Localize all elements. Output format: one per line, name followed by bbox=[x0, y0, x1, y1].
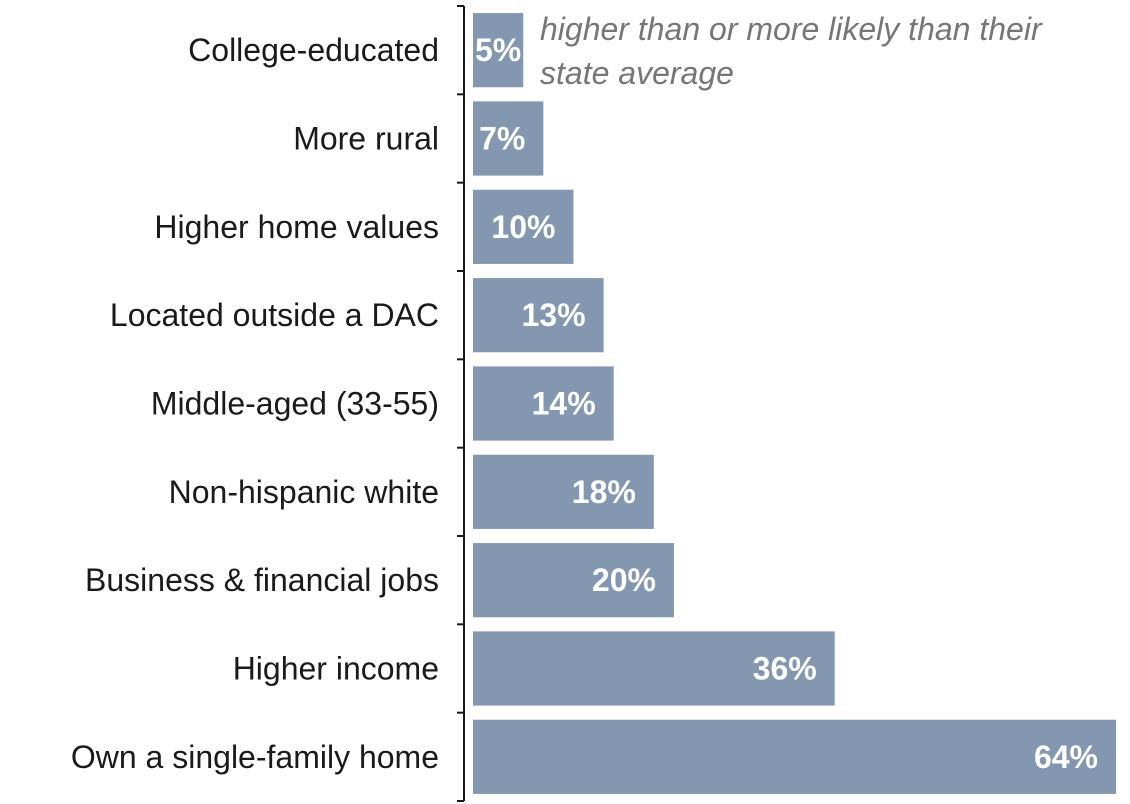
bar bbox=[473, 454, 654, 529]
bars-group bbox=[473, 13, 1116, 794]
value-label: 13% bbox=[522, 297, 586, 333]
value-labels: 5% 7% 10% 13% 14% 18% 20% 36% 64% bbox=[475, 32, 1098, 775]
bar bbox=[473, 101, 544, 176]
bar bbox=[473, 719, 1116, 794]
category-label: Middle-aged (33-55) bbox=[151, 386, 439, 422]
value-label: 36% bbox=[753, 651, 817, 687]
bar bbox=[473, 278, 604, 353]
value-label: 20% bbox=[592, 562, 656, 598]
category-label: Higher home values bbox=[154, 209, 439, 245]
value-label: 18% bbox=[572, 474, 636, 510]
category-axis bbox=[457, 5, 465, 802]
category-label: Non-hispanic white bbox=[169, 474, 439, 510]
category-label: Higher income bbox=[233, 651, 439, 687]
bar bbox=[473, 13, 524, 88]
bar bbox=[473, 631, 835, 706]
bar bbox=[473, 543, 674, 618]
value-label: 64% bbox=[1034, 739, 1098, 775]
annotation-line-1: higher than or more likely than their bbox=[540, 11, 1043, 47]
category-label: Business & financial jobs bbox=[85, 562, 439, 598]
category-label: College-educated bbox=[188, 32, 439, 68]
category-label: Located outside a DAC bbox=[110, 297, 439, 333]
bar bbox=[473, 189, 574, 264]
value-label: 10% bbox=[491, 209, 555, 245]
value-label: 5% bbox=[475, 32, 521, 68]
value-label: 14% bbox=[532, 386, 596, 422]
category-label: Own a single-family home bbox=[71, 739, 439, 775]
category-label: More rural bbox=[293, 121, 439, 157]
category-labels: College-educated More rural Higher home va… bbox=[71, 32, 439, 775]
annotation-line-2: state average bbox=[540, 55, 734, 91]
value-label: 7% bbox=[479, 121, 525, 157]
bar bbox=[473, 366, 614, 441]
